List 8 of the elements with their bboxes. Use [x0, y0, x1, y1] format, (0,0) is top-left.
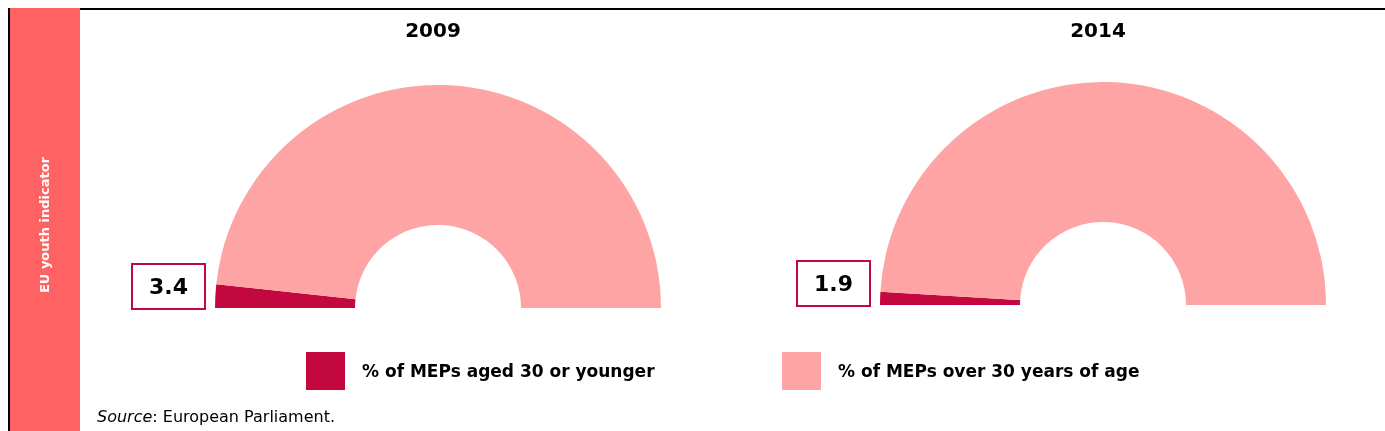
legend-label: % of MEPs over 30 years of age: [838, 361, 1140, 381]
text: EU youth indicator: [36, 156, 52, 294]
legend-label: % of MEPs aged 30 or younger: [362, 361, 655, 381]
data-label: 1.9: [796, 260, 871, 307]
source-note: Source: European Parliament.: [97, 407, 336, 426]
chart-title: 2014: [1069, 18, 1127, 42]
data-label: 3.4: [131, 263, 206, 310]
chart-title: 2009: [404, 18, 462, 42]
